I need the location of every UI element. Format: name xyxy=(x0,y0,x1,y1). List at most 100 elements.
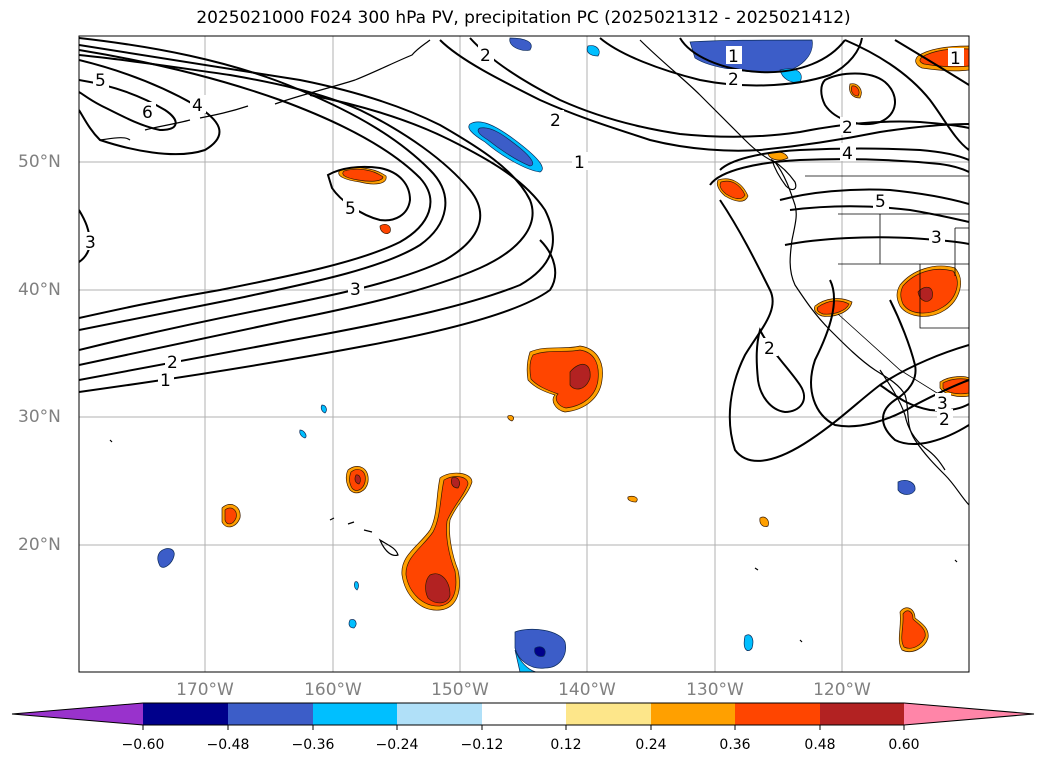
precip-area xyxy=(627,496,638,503)
precip-area xyxy=(514,649,537,672)
vancouver-island xyxy=(770,158,797,191)
colorbar-segment xyxy=(651,703,735,725)
contour-label: 3 xyxy=(350,280,361,300)
lat-label-50n: 50°N xyxy=(18,152,61,172)
precip-area xyxy=(509,37,532,51)
colorbar-tick-label: −0.36 xyxy=(291,737,335,753)
precip-area xyxy=(743,634,754,651)
baja-coast xyxy=(879,369,946,471)
map-title: 2025021000 F024 300 hPa PV, precipitatio… xyxy=(196,8,851,28)
contour-line xyxy=(469,37,969,138)
colorbar-extend-left xyxy=(12,703,143,725)
precip-area xyxy=(534,646,546,657)
contour-line xyxy=(810,279,969,428)
contour-line xyxy=(79,94,554,381)
precip-area xyxy=(759,516,769,527)
colorbar-tick-label: −0.12 xyxy=(460,737,504,753)
precip-area xyxy=(451,477,460,489)
precip-area xyxy=(342,168,384,182)
contour-label: 1 xyxy=(160,371,171,391)
colorbar-extend-right xyxy=(904,703,1034,725)
lon-label-150w: 150°W xyxy=(431,680,489,700)
contour-label: 3 xyxy=(85,233,96,253)
contour-label: 4 xyxy=(842,144,853,164)
contour-labels: 5 6 4 3 2 1 2 1 5 3 2 1 1 2 2 4 5 3 2 3 … xyxy=(85,46,961,430)
precip-area xyxy=(569,364,591,390)
alaska-panhandle xyxy=(639,39,776,163)
contour-label: 2 xyxy=(764,339,775,359)
precip-area xyxy=(425,573,451,604)
contour-line xyxy=(894,39,969,86)
precip-area xyxy=(917,286,933,302)
contour-line xyxy=(79,79,177,132)
colorbar-tick-label: 0.48 xyxy=(804,737,836,753)
contour-line xyxy=(439,39,969,152)
contour-label: 1 xyxy=(574,153,585,173)
contour-label: 2 xyxy=(728,70,739,90)
contour-line xyxy=(755,327,805,414)
contour-line xyxy=(844,39,969,151)
map-frame xyxy=(78,35,970,673)
colorbar-segment xyxy=(566,703,651,725)
colorbar-tick-label: 0.12 xyxy=(550,737,582,753)
colorbar-segment xyxy=(228,703,313,725)
colorbar-segment xyxy=(397,703,482,725)
lon-label-140w: 140°W xyxy=(558,680,616,700)
contour-line xyxy=(79,54,482,351)
contour-line xyxy=(784,236,969,246)
colorbar-tick-label: 0.24 xyxy=(635,737,667,753)
contour-label: 1 xyxy=(950,49,961,69)
contour-label: 3 xyxy=(937,394,948,414)
aleutian-islands xyxy=(99,105,249,141)
colorbar xyxy=(11,702,1035,730)
west-coast xyxy=(774,161,969,506)
contour-line xyxy=(79,44,534,366)
precip-area xyxy=(507,415,514,422)
contour-line xyxy=(709,158,969,186)
precip-area xyxy=(299,429,307,439)
precip-area xyxy=(477,127,534,167)
country-borders xyxy=(805,175,969,399)
contour-label: 2 xyxy=(842,118,853,138)
colorbar-tick-label: −0.48 xyxy=(206,737,250,753)
small-island xyxy=(109,439,958,643)
lat-label-40n: 40°N xyxy=(18,280,61,300)
contour-line xyxy=(79,59,221,156)
colorbar-tick-label: 0.36 xyxy=(719,737,751,753)
contour-label: 2 xyxy=(480,46,491,66)
precip-area xyxy=(851,85,860,97)
precip-area xyxy=(348,619,357,629)
contour-label: 4 xyxy=(192,96,203,116)
contour-label: 2 xyxy=(939,410,950,430)
colorbar-segment xyxy=(313,703,397,725)
contour-line xyxy=(882,299,969,446)
lat-label-30n: 30°N xyxy=(18,407,61,427)
precip-area xyxy=(157,548,175,568)
lon-label-130w: 130°W xyxy=(686,680,744,700)
contour-label: 2 xyxy=(167,353,178,373)
precip-area xyxy=(379,224,391,234)
precip-area xyxy=(354,581,359,591)
contour-line xyxy=(789,205,969,223)
precip-area xyxy=(405,476,469,607)
contour-label: 1 xyxy=(728,47,739,67)
map-background xyxy=(79,36,969,672)
colorbar-tick-label: −0.24 xyxy=(375,737,419,753)
contour-label: 6 xyxy=(142,103,153,123)
colorbar-segment xyxy=(482,703,566,725)
precip-area xyxy=(586,45,600,57)
lon-label-160w: 160°W xyxy=(304,680,362,700)
colorbar-segment xyxy=(143,703,228,725)
contour-line xyxy=(79,239,557,393)
contour-label-halos xyxy=(83,45,964,427)
coastlines xyxy=(99,39,969,643)
lat-label-20n: 20°N xyxy=(18,535,61,555)
contour-line xyxy=(719,199,969,462)
contour-label: 3 xyxy=(931,228,942,248)
contour-line xyxy=(679,37,846,74)
contour-label: 5 xyxy=(95,71,106,91)
precip-area xyxy=(320,404,327,414)
contour-label: 5 xyxy=(875,192,886,212)
precip-area xyxy=(897,480,916,495)
